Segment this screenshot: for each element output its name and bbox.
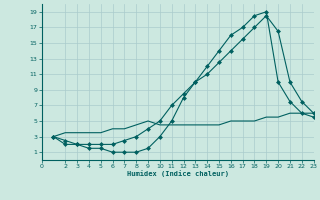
X-axis label: Humidex (Indice chaleur): Humidex (Indice chaleur) [127,171,228,177]
